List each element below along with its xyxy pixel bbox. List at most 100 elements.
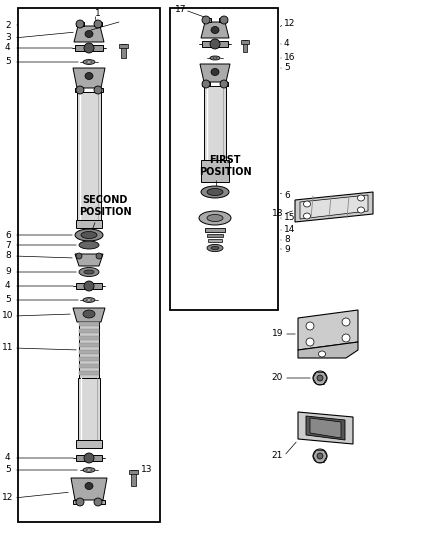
Bar [76, 283, 102, 289]
Text: 21: 21 [272, 451, 283, 461]
Ellipse shape [202, 16, 210, 24]
Bar [241, 40, 249, 44]
Ellipse shape [79, 241, 99, 249]
Polygon shape [73, 308, 105, 322]
Ellipse shape [86, 299, 92, 301]
Ellipse shape [304, 213, 311, 219]
Ellipse shape [199, 211, 231, 225]
Polygon shape [76, 22, 84, 26]
Ellipse shape [342, 334, 350, 342]
Ellipse shape [85, 72, 93, 79]
Polygon shape [94, 22, 102, 26]
Ellipse shape [317, 375, 323, 381]
Polygon shape [300, 195, 368, 219]
Ellipse shape [94, 498, 102, 506]
Bar [79, 350, 99, 353]
Polygon shape [71, 478, 107, 500]
Bar [76, 455, 102, 461]
Text: 1: 1 [95, 10, 101, 19]
Text: 9: 9 [5, 268, 11, 277]
Ellipse shape [75, 229, 103, 241]
Ellipse shape [220, 16, 228, 24]
Ellipse shape [306, 322, 314, 330]
Polygon shape [201, 22, 229, 38]
Polygon shape [220, 82, 228, 86]
Ellipse shape [220, 80, 228, 88]
Ellipse shape [207, 189, 223, 196]
Text: 13: 13 [141, 465, 152, 474]
Bar [243, 40, 247, 52]
Ellipse shape [207, 245, 223, 252]
Polygon shape [73, 500, 81, 504]
Text: 4: 4 [5, 454, 11, 463]
Ellipse shape [213, 57, 217, 59]
Bar [121, 44, 126, 58]
Text: SECOND
POSITION: SECOND POSITION [79, 195, 131, 217]
Ellipse shape [210, 56, 220, 60]
Polygon shape [295, 192, 373, 222]
Bar [75, 45, 103, 51]
Text: 2: 2 [5, 20, 11, 29]
Bar [79, 336, 99, 340]
Text: FIRST
POSITION: FIRST POSITION [199, 155, 251, 177]
Ellipse shape [84, 453, 94, 463]
Ellipse shape [85, 30, 93, 37]
Ellipse shape [313, 371, 327, 385]
Bar [204, 86, 226, 160]
Bar [76, 440, 102, 448]
Text: 4: 4 [284, 39, 290, 49]
Ellipse shape [313, 449, 327, 463]
Bar [119, 44, 128, 48]
Ellipse shape [202, 80, 210, 88]
Polygon shape [306, 416, 345, 440]
Bar [79, 343, 99, 346]
Polygon shape [97, 500, 105, 504]
Ellipse shape [357, 195, 364, 201]
Bar [129, 470, 138, 474]
Text: 16: 16 [284, 53, 296, 62]
Polygon shape [298, 342, 358, 358]
Text: 5: 5 [284, 63, 290, 72]
Ellipse shape [76, 86, 84, 94]
Ellipse shape [96, 253, 102, 259]
Ellipse shape [84, 270, 94, 274]
Polygon shape [298, 412, 353, 444]
Ellipse shape [357, 207, 364, 213]
Text: 3: 3 [5, 34, 11, 43]
Polygon shape [219, 18, 227, 22]
Ellipse shape [76, 498, 84, 506]
Bar [201, 160, 229, 182]
Ellipse shape [342, 318, 350, 326]
Ellipse shape [318, 351, 325, 357]
Polygon shape [310, 418, 341, 438]
Bar [170, 8, 278, 310]
Polygon shape [202, 82, 210, 86]
Ellipse shape [207, 214, 223, 222]
Ellipse shape [306, 338, 314, 346]
Bar [79, 322, 99, 378]
Ellipse shape [83, 310, 95, 318]
Text: 6: 6 [5, 230, 11, 239]
Ellipse shape [79, 268, 99, 277]
Bar [79, 371, 99, 375]
Polygon shape [200, 64, 230, 82]
Ellipse shape [211, 27, 219, 34]
Text: 11: 11 [2, 343, 14, 352]
Ellipse shape [86, 61, 92, 63]
Bar [131, 470, 136, 486]
Text: 12: 12 [2, 494, 14, 503]
Bar [205, 228, 225, 232]
Ellipse shape [84, 281, 94, 291]
Ellipse shape [83, 60, 95, 64]
Polygon shape [74, 26, 104, 42]
Text: 18: 18 [272, 209, 283, 219]
Polygon shape [73, 68, 105, 88]
Bar [208, 239, 222, 242]
Text: 5: 5 [5, 465, 11, 474]
Text: 14: 14 [284, 225, 295, 235]
Bar [79, 322, 99, 326]
Text: 20: 20 [272, 374, 283, 383]
Bar [207, 234, 223, 237]
Text: 19: 19 [272, 329, 283, 338]
Text: 5: 5 [5, 295, 11, 304]
